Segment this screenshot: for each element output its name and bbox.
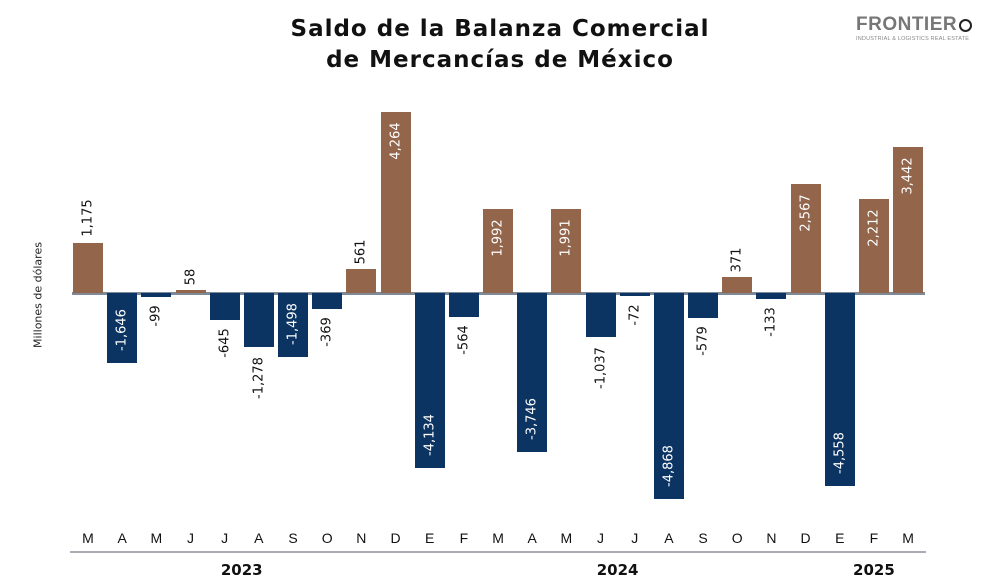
- bar: [653, 293, 684, 500]
- bar-value-label: -645: [217, 328, 233, 359]
- bar: [722, 277, 753, 293]
- x-tick-label: A: [527, 530, 537, 546]
- bar: [209, 293, 240, 321]
- logo-tagline: INDUSTRIAL & LOGISTICS REAL ESTATE: [856, 36, 970, 42]
- x-tick-label: M: [492, 530, 504, 546]
- bar: [551, 208, 582, 293]
- x-tick-label: J: [221, 530, 229, 546]
- x-tick-label: O: [321, 530, 333, 546]
- bar-value-label: -1,278: [251, 357, 267, 400]
- x-tick-label: M: [560, 530, 573, 546]
- x-tick-label: A: [117, 530, 127, 546]
- bar: [585, 293, 616, 337]
- year-label: 2024: [596, 561, 639, 579]
- x-tick-label: E: [835, 530, 845, 546]
- year-bracket-line: [411, 551, 824, 553]
- bar: [312, 293, 343, 309]
- logo-wordmark: FRONTIER: [856, 14, 958, 35]
- bar: [517, 293, 548, 452]
- bar-value-label: -3,746: [524, 397, 540, 440]
- bar-value-label: 1,992: [490, 218, 506, 257]
- bar: [790, 184, 821, 293]
- bar-value-label: 371: [729, 247, 745, 273]
- x-tick-label: D: [800, 530, 811, 546]
- year-bracket-line: [70, 551, 414, 553]
- x-tick-label: N: [356, 530, 367, 546]
- chart-title-line1: Saldo de la Balanza Comercial: [290, 16, 710, 42]
- year-bracket-line: [821, 551, 927, 553]
- bar-value-label: -4,558: [832, 432, 848, 475]
- bar: [824, 293, 855, 487]
- bar: [107, 293, 138, 363]
- bar-value-label: -4,868: [661, 445, 677, 488]
- bar-value-label: 1,991: [558, 218, 574, 257]
- x-tick-label: S: [698, 530, 708, 546]
- bar: [858, 199, 889, 293]
- year-label: 2023: [220, 561, 263, 579]
- bar: [483, 208, 514, 293]
- bar: [346, 269, 377, 293]
- bar-value-label: -4,134: [422, 414, 438, 457]
- x-tick-label: F: [459, 530, 469, 546]
- bar-value-label: -1,498: [285, 302, 301, 345]
- year-label: 2025: [853, 561, 895, 579]
- bar-value-label: 3,442: [900, 157, 916, 195]
- bar: [243, 293, 274, 348]
- x-tick-label: J: [597, 530, 605, 546]
- bar-value-label: -564: [456, 325, 472, 355]
- x-tick-label: M: [82, 530, 94, 546]
- bar-value-label: 4,264: [388, 122, 404, 160]
- x-tick-label: M: [150, 530, 163, 546]
- bar-value-label: 2,567: [798, 194, 814, 232]
- x-tick-label: A: [664, 530, 674, 546]
- bar-value-label: -99: [148, 305, 164, 327]
- bar-value-label: 561: [353, 239, 369, 265]
- bar: [73, 243, 103, 293]
- bar-value-label: -133: [763, 306, 779, 337]
- bar-value-label: 58: [183, 268, 198, 286]
- bar: [175, 290, 206, 293]
- x-tick-label: J: [187, 530, 194, 546]
- bar: [414, 293, 445, 469]
- bar-value-label: -579: [695, 325, 711, 356]
- x-tick-label: A: [254, 530, 264, 546]
- bar-value-label: 1,175: [80, 199, 96, 237]
- x-tick-label: M: [902, 530, 914, 546]
- bar-value-label: 2,212: [866, 209, 882, 247]
- bar: [141, 293, 172, 298]
- chart-title-line2: de Mercancías de México: [326, 47, 674, 73]
- bar: [619, 293, 650, 297]
- frontier-logo: FRONTIER INDUSTRIAL & LOGISTICS REAL EST…: [856, 15, 976, 42]
- bar: [278, 293, 309, 357]
- x-tick-label: F: [869, 530, 879, 546]
- bar: [380, 112, 411, 293]
- bar: [893, 147, 924, 293]
- x-tick-label: E: [425, 530, 435, 546]
- x-tick-label: N: [766, 530, 777, 546]
- bar-value-label: -1,646: [114, 308, 130, 351]
- bar: [688, 293, 719, 318]
- bar-value-label: -1,037: [593, 347, 609, 389]
- x-tick-label: S: [288, 530, 298, 546]
- bar: [756, 293, 787, 299]
- bar-value-label: -72: [627, 304, 643, 326]
- x-tick-label: D: [390, 530, 401, 546]
- zero-baseline: [72, 292, 925, 295]
- logo-circle-icon: [959, 18, 973, 32]
- bar: [448, 293, 479, 317]
- chart-title: Saldo de la Balanza Comercial de Mercanc…: [0, 14, 1000, 76]
- bar-value-label: -369: [319, 316, 335, 347]
- x-tick-label: J: [631, 530, 639, 546]
- x-tick-label: O: [731, 530, 743, 546]
